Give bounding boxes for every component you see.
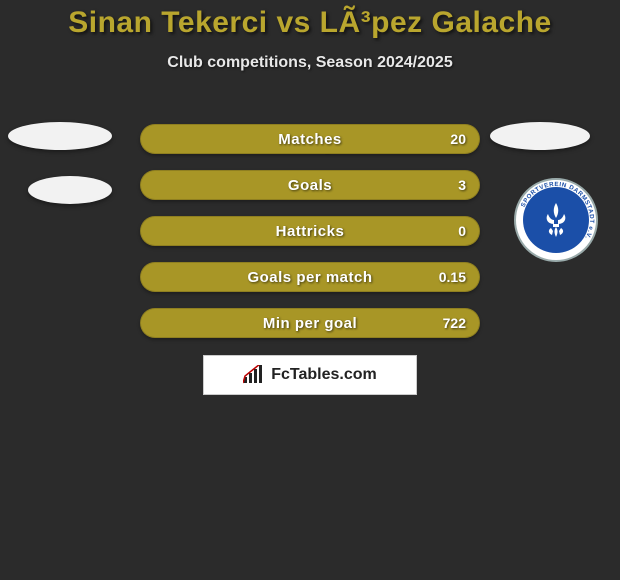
- fctables-logo-text: FcTables.com: [271, 366, 377, 384]
- subtitle: Club competitions, Season 2024/2025: [0, 54, 620, 72]
- stat-bar-label: Matches: [278, 131, 342, 148]
- fleur-de-lis-icon: [536, 200, 576, 240]
- stat-bar: Goals per match 0.15: [140, 262, 480, 292]
- stat-bar-value: 722: [443, 315, 466, 331]
- bar-chart-icon: [243, 365, 265, 385]
- page-title: Sinan Tekerci vs LÃ³pez Galache: [0, 0, 620, 40]
- club-crest-inner: [523, 187, 589, 253]
- stat-bar: Goals 3: [140, 170, 480, 200]
- placeholder-ellipse-right-top: [490, 122, 590, 150]
- stat-bar-label: Goals: [288, 177, 332, 194]
- stat-bar: Hattricks 0: [140, 216, 480, 246]
- fctables-logo-box[interactable]: FcTables.com: [203, 355, 417, 395]
- stat-bar-value: 3: [458, 177, 466, 193]
- title-text: Sinan Tekerci vs LÃ³pez Galache: [68, 6, 551, 39]
- stat-bar-label: Min per goal: [263, 315, 357, 332]
- stat-bar-label: Hattricks: [276, 223, 345, 240]
- club-crest-outer-ring: SPORTVEREIN DARMSTADT e.V.: [514, 178, 598, 262]
- stat-bar-value: 0.15: [439, 269, 466, 285]
- stat-bar: Min per goal 722: [140, 308, 480, 338]
- placeholder-ellipse-left-mid: [28, 176, 112, 204]
- placeholder-ellipse-left-top: [8, 122, 112, 150]
- subtitle-text: Club competitions, Season 2024/2025: [167, 54, 452, 71]
- stat-bar: Matches 20: [140, 124, 480, 154]
- stats-bars: Matches 20 Goals 3 Hattricks 0 Goals per match…: [140, 124, 480, 354]
- club-crest: SPORTVEREIN DARMSTADT e.V.: [514, 178, 598, 262]
- stat-bar-value: 20: [450, 131, 466, 147]
- stat-bar-value: 0: [458, 223, 466, 239]
- stat-bar-label: Goals per match: [247, 269, 372, 286]
